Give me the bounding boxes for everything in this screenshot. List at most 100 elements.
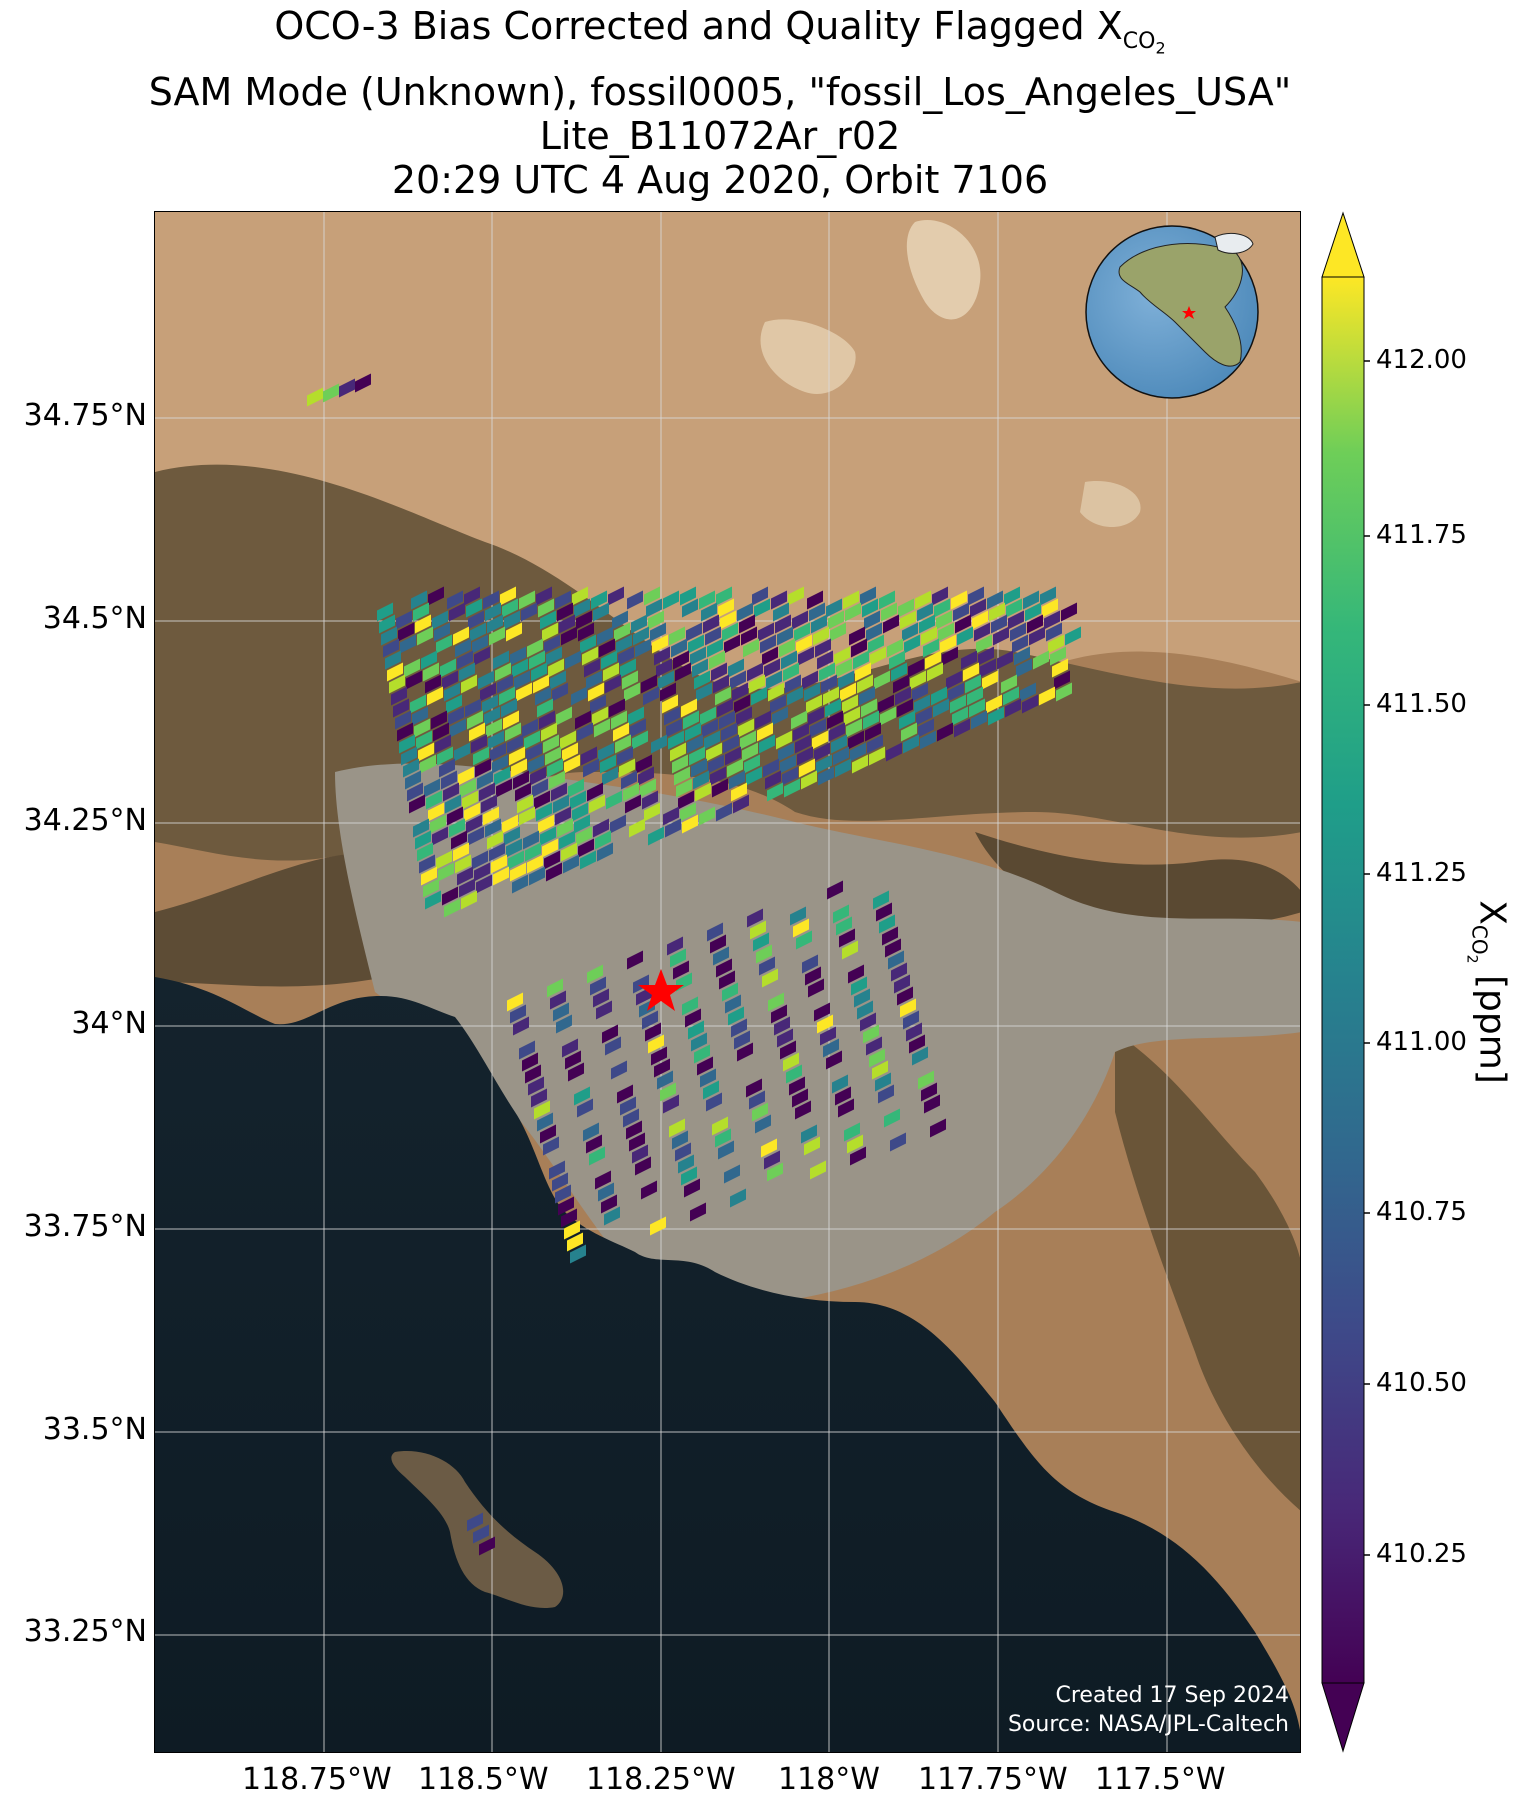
sounding-footprint — [664, 706, 680, 726]
sounding-footprint — [654, 646, 670, 666]
sounding-footprint — [519, 1040, 535, 1060]
sounding-footprint — [459, 878, 475, 898]
sounding-footprint — [626, 1120, 642, 1140]
sounding-footprint — [722, 622, 738, 642]
sounding-footprint — [632, 730, 648, 750]
sounding-footprint — [784, 778, 800, 798]
sounding-footprint — [428, 586, 444, 606]
sounding-footprint — [512, 658, 528, 678]
sounding-footprint — [672, 1130, 688, 1150]
lat-label-34-25: 34.25°N — [23, 803, 147, 838]
sounding-footprint — [565, 650, 581, 670]
sounding-footprint — [454, 742, 470, 762]
sounding-footprint — [389, 674, 405, 694]
sounding-footprint — [1016, 658, 1032, 678]
sounding-footprint — [577, 722, 593, 742]
sounding-footprint — [593, 602, 609, 622]
sounding-footprint — [395, 710, 411, 730]
sounding-footprint — [987, 590, 1003, 610]
sounding-footprint — [1006, 598, 1022, 618]
sounding-footprint — [1023, 590, 1039, 610]
sounding-footprint — [972, 610, 988, 630]
sounding-footprint — [648, 826, 664, 846]
sounding-footprint — [423, 878, 439, 898]
sounding-footprint — [595, 830, 611, 850]
sounding-footprint — [953, 602, 969, 622]
sounding-footprint — [1022, 694, 1038, 714]
sounding-footprint — [521, 602, 537, 622]
sounding-footprint — [881, 602, 897, 622]
sounding-footprint — [833, 746, 849, 766]
sounding-footprint — [593, 988, 609, 1008]
sounding-footprint — [396, 610, 412, 630]
sounding-footprint — [767, 782, 783, 802]
sounding-footprint — [866, 622, 882, 642]
sounding-footprint — [617, 746, 633, 766]
sounding-footprint — [720, 610, 736, 630]
sounding-footprint — [870, 646, 886, 666]
sounding-footprint — [618, 646, 634, 666]
source-credit: Source: NASA/JPL-Caltech — [1007, 1712, 1289, 1737]
sounding-footprint — [777, 626, 793, 646]
sounding-footprint — [704, 730, 720, 750]
sounding-footprint — [561, 1208, 577, 1228]
sounding-footprint — [509, 746, 525, 766]
sounding-footprint — [522, 1052, 538, 1072]
sounding-footprint — [631, 614, 647, 634]
sounding-footprint — [572, 802, 588, 822]
sounding-footprint — [706, 1092, 722, 1112]
sounding-footprint — [406, 670, 422, 690]
colorbar-gradient — [1321, 276, 1365, 1684]
catalina-island — [391, 1451, 564, 1609]
sounding-footprint — [888, 950, 904, 970]
sounding-footprint — [577, 1098, 593, 1118]
sounding-footprint — [842, 694, 858, 714]
sounding-footprint — [447, 806, 463, 826]
sounding-footprint — [481, 794, 497, 814]
lon-label-118-75: 118.75°W — [242, 1762, 392, 1797]
satellite-map[interactable] — [154, 211, 1301, 1753]
sounding-footprint — [831, 734, 847, 754]
lon-label-118: 118°W — [778, 1762, 880, 1797]
sounding-footprint — [553, 794, 569, 814]
sounding-footprint — [449, 602, 465, 622]
sounding-footprint — [564, 754, 580, 774]
sounding-footprint — [439, 758, 455, 778]
sounding-footprint — [550, 990, 566, 1010]
sounding-footprint — [806, 694, 822, 714]
sounding-footprint — [906, 1022, 922, 1042]
sounding-footprint — [1039, 686, 1055, 706]
sounding-footprint — [611, 1060, 627, 1080]
sounding-footprint — [549, 1160, 565, 1180]
sounding-footprint — [483, 806, 499, 826]
sounding-footprint — [593, 818, 609, 838]
sounding-footprint — [433, 722, 449, 742]
sounding-footprint — [912, 682, 928, 702]
sounding-footprint — [459, 662, 475, 682]
sounding-footprint — [648, 1034, 664, 1054]
sounding-footprint — [715, 686, 731, 706]
sounding-footprint — [410, 694, 426, 714]
sounding-footprint — [633, 626, 649, 646]
sounding-footprint — [779, 638, 795, 658]
sounding-footprint — [414, 718, 430, 738]
sounding-footprint — [496, 778, 512, 798]
sounding-footprint — [980, 658, 996, 678]
sounding-footprint — [623, 782, 639, 802]
sounding-footprint — [1001, 674, 1017, 694]
sounding-footprint — [495, 662, 511, 682]
sounding-footprint — [786, 1064, 802, 1084]
colorbar-extend-max — [1321, 211, 1365, 278]
dry-lake — [760, 319, 856, 394]
sounding-footprint — [793, 918, 809, 938]
sounding-footprint — [669, 626, 685, 646]
sounding-footprint — [954, 718, 970, 738]
sounding-footprint — [549, 770, 565, 790]
urban-basin — [335, 763, 1300, 1304]
sounding-footprint — [921, 1082, 937, 1102]
sounding-footprint — [651, 1046, 667, 1066]
sounding-footprint — [891, 962, 907, 982]
sounding-footprint — [682, 598, 698, 618]
colorbar — [1321, 211, 1370, 1753]
sounding-footprint — [534, 1100, 550, 1120]
